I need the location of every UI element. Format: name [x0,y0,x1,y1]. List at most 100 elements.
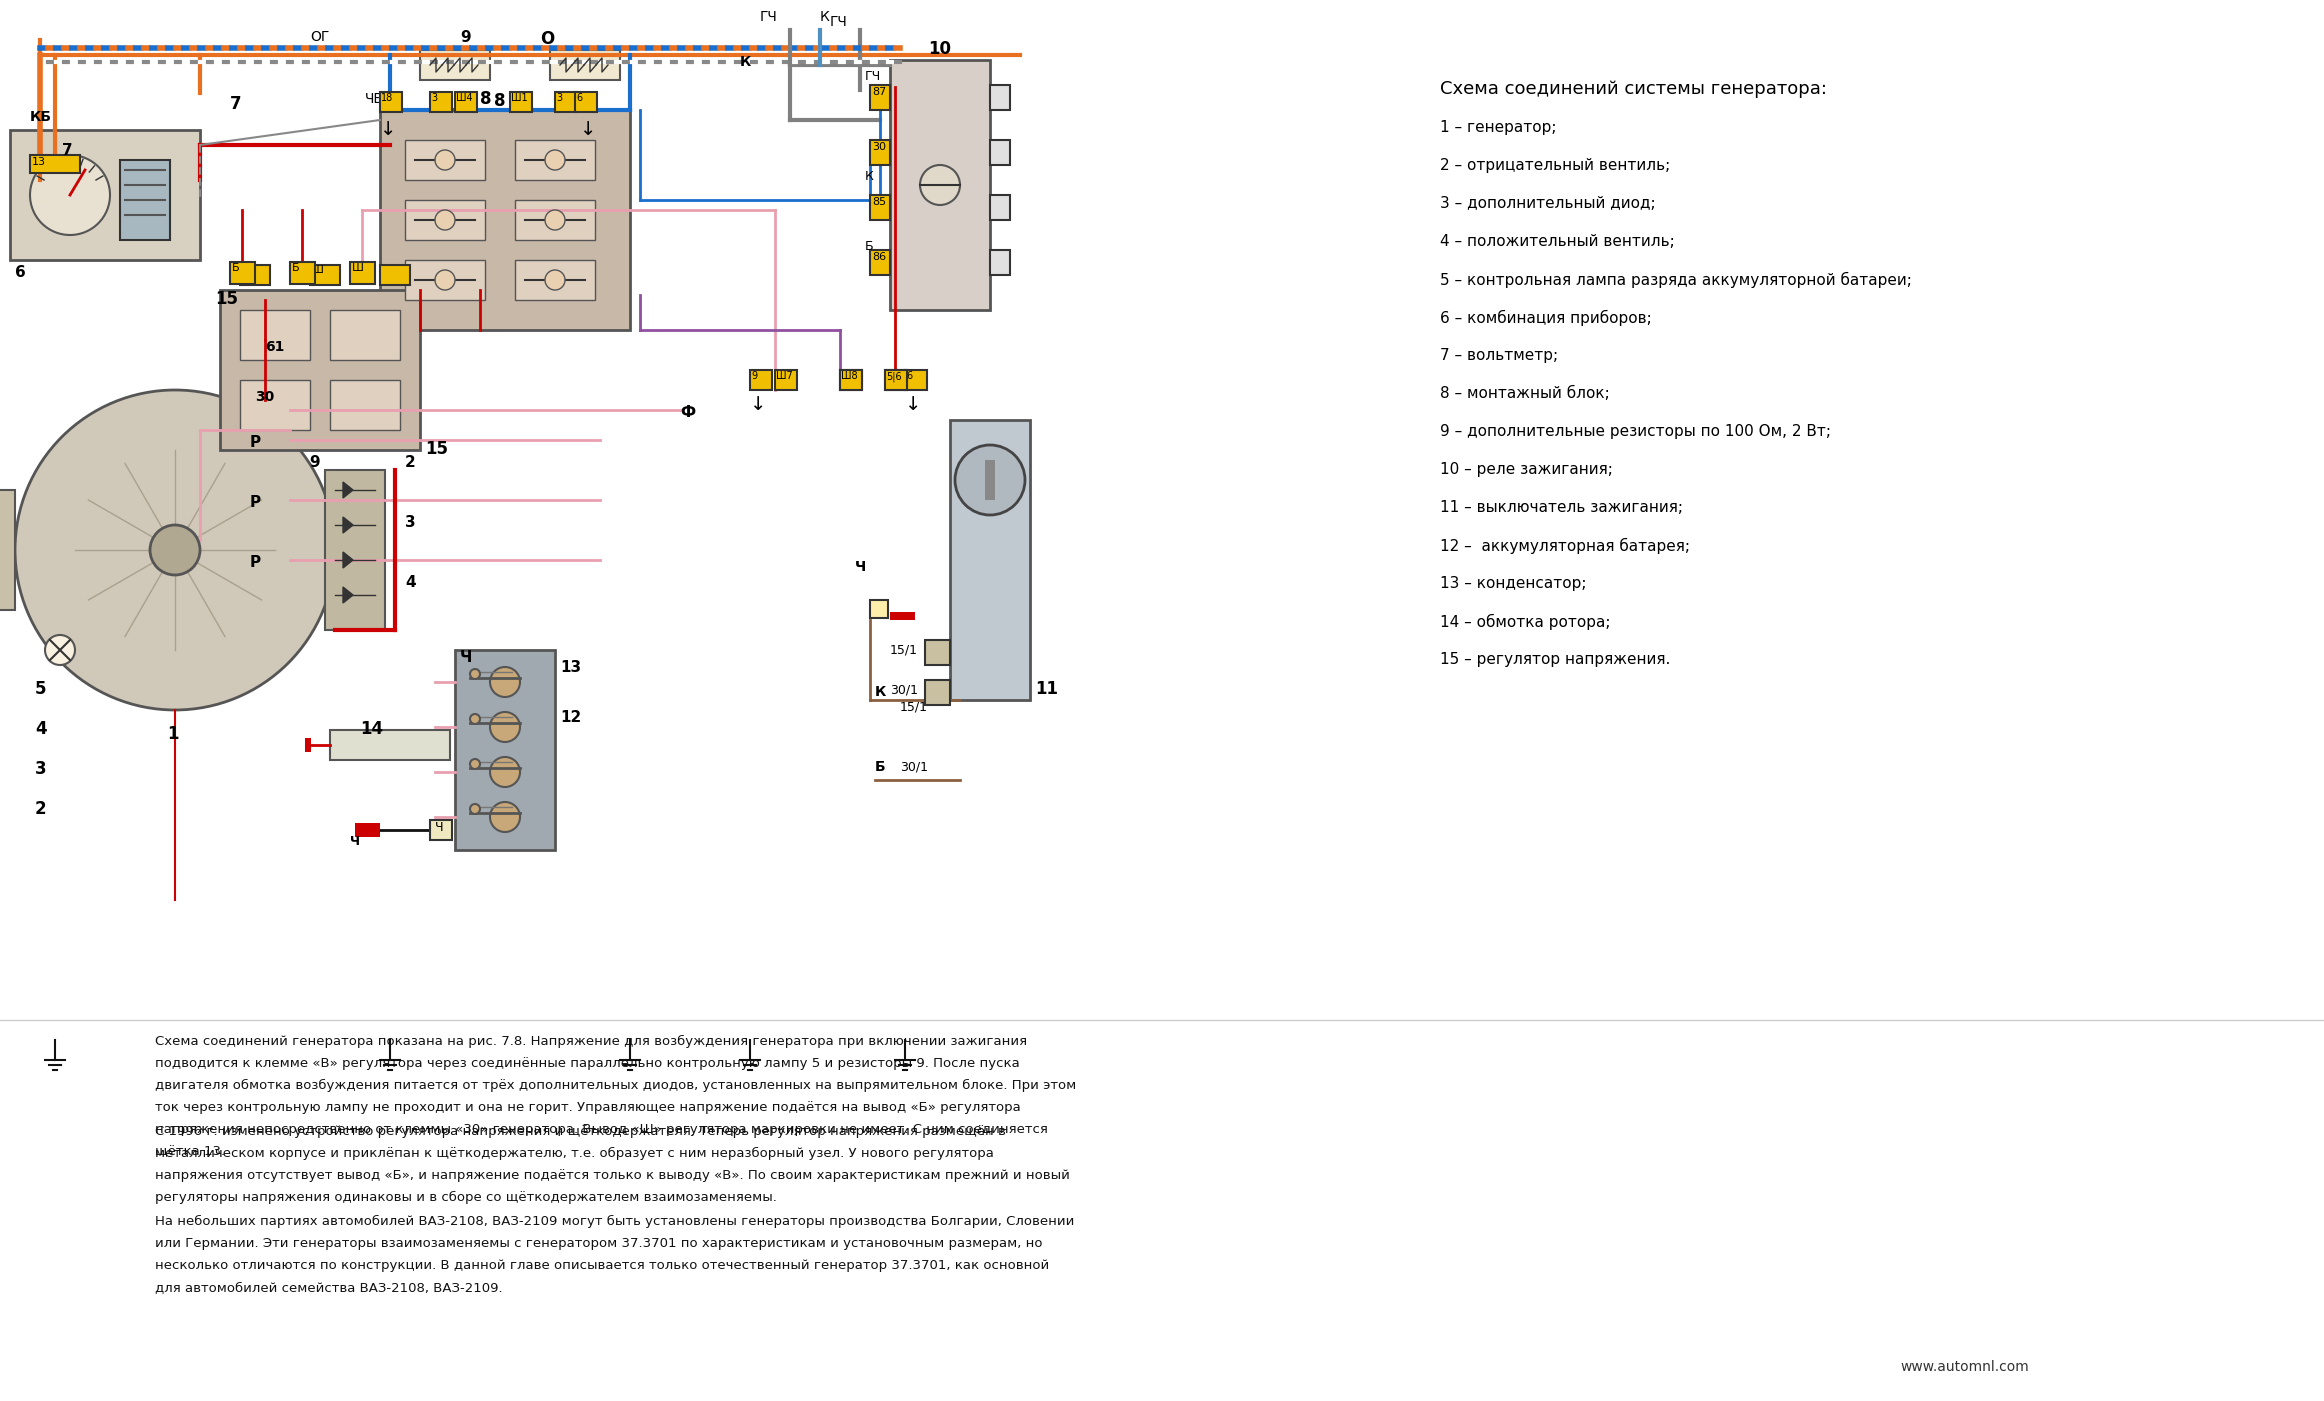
Circle shape [469,804,481,814]
Polygon shape [344,482,353,497]
Bar [230,262,256,284]
Text: ↓: ↓ [904,395,920,415]
Text: ГЧ: ГЧ [865,70,881,83]
Bar [121,160,170,240]
Circle shape [435,210,456,230]
Text: 15/1: 15/1 [890,643,918,656]
Circle shape [469,670,481,679]
Text: 13: 13 [560,660,581,675]
Circle shape [435,270,456,290]
Bar [404,140,486,179]
Text: 12: 12 [560,710,581,724]
Bar [404,261,486,300]
Text: 2: 2 [35,800,46,818]
Bar [839,370,862,389]
Bar [430,820,451,841]
Text: К: К [820,10,830,24]
Text: 30: 30 [256,389,274,403]
Bar [985,460,995,500]
Bar [309,265,339,284]
Text: На небольших партиях автомобилей ВАЗ-2108, ВАЗ-2109 могут быть установлены генер: На небольших партиях автомобилей ВАЗ-210… [156,1215,1074,1229]
Bar [574,92,597,112]
Text: подводится к клемме «В» регулятора через соединённые параллельно контрольную лам: подводится к клемме «В» регулятора через… [156,1056,1020,1070]
Text: или Германии. Эти генераторы взаимозаменяемы с генератором 37.3701 по характерис: или Германии. Эти генераторы взаимозамен… [156,1237,1043,1250]
Bar [9,130,200,261]
Text: ток через контрольную лампу не проходит и она не горит. Управляющее напряжение п: ток через контрольную лампу не проходит … [156,1101,1020,1114]
Circle shape [546,150,565,170]
Text: 2: 2 [404,455,416,469]
Polygon shape [344,552,353,567]
Bar [774,370,797,389]
Bar [990,85,1011,111]
Bar [890,612,916,621]
Text: Ш7: Ш7 [776,371,792,381]
Bar [869,195,890,220]
Text: Ч: Ч [351,835,360,848]
Text: www.automnl.com: www.automnl.com [1901,1360,2029,1374]
Bar [990,195,1011,220]
Text: 18: 18 [381,92,393,104]
Text: напряжения отсутствует вывод «Б», и напряжение подаётся только к выводу «В». По : напряжения отсутствует вывод «Б», и напр… [156,1168,1069,1182]
Bar [509,92,532,112]
Text: 3: 3 [35,759,46,778]
Bar [30,156,79,172]
Circle shape [435,150,456,170]
Circle shape [490,667,521,698]
Bar [456,650,555,850]
Text: 9: 9 [460,29,472,45]
Text: ↓: ↓ [581,120,597,139]
Bar [351,262,374,284]
Bar [325,469,386,630]
Bar [404,200,486,240]
Text: 85: 85 [872,198,885,207]
Circle shape [151,525,200,574]
Text: ГЧ: ГЧ [760,10,779,24]
Text: 30/1: 30/1 [899,759,927,773]
Text: 6 – комбинация приборов;: 6 – комбинация приборов; [1441,310,1652,326]
Text: Б: Б [232,263,239,273]
Bar [330,310,400,360]
Circle shape [955,446,1025,516]
Text: К: К [739,55,751,69]
Text: 3 – дополнительный диод;: 3 – дополнительный диод; [1441,196,1655,212]
Text: 14: 14 [360,720,383,738]
Bar [516,261,595,300]
Text: О: О [539,29,553,48]
Text: ГЧ: ГЧ [830,15,848,29]
Text: Р: Р [251,495,260,510]
Text: 3: 3 [430,92,437,104]
Circle shape [469,759,481,769]
Circle shape [920,165,960,205]
Text: Ч: Ч [435,821,444,834]
Bar [925,679,951,705]
Text: Б: Б [242,265,249,275]
Circle shape [546,210,565,230]
Text: Б: Б [876,759,885,773]
Bar [330,730,451,759]
Text: 15: 15 [216,290,237,308]
Circle shape [14,389,335,710]
Text: 8: 8 [481,90,490,108]
Text: 9: 9 [751,371,758,381]
Polygon shape [344,517,353,532]
Text: С 1996 г. изменено устройство регулятора напряжения и щёткодержателя. Теперь рег: С 1996 г. изменено устройство регулятора… [156,1125,1006,1138]
Text: металлическом корпусе и приклёпан к щёткодержателю, т.е. образует с ним неразбор: металлическом корпусе и приклёпан к щётк… [156,1147,995,1160]
Circle shape [546,270,565,290]
Bar [990,140,1011,165]
Text: Схема соединений системы генератора:: Схема соединений системы генератора: [1441,80,1827,98]
Text: 6: 6 [576,92,581,104]
Bar [430,92,451,112]
Text: несколько отличаются по конструкции. В данной главе описывается только отечестве: несколько отличаются по конструкции. В д… [156,1259,1048,1272]
Text: Ш: Ш [351,263,365,273]
Bar [890,60,990,310]
Text: 4: 4 [35,720,46,738]
Bar [330,380,400,430]
Text: 15: 15 [425,440,449,458]
Polygon shape [344,587,353,602]
Bar [885,370,906,389]
Text: Ш4: Ш4 [456,92,472,104]
Circle shape [490,801,521,832]
Text: 61: 61 [265,340,284,354]
Text: 30: 30 [872,142,885,151]
Text: 2 – отрицательный вентиль;: 2 – отрицательный вентиль; [1441,158,1671,172]
